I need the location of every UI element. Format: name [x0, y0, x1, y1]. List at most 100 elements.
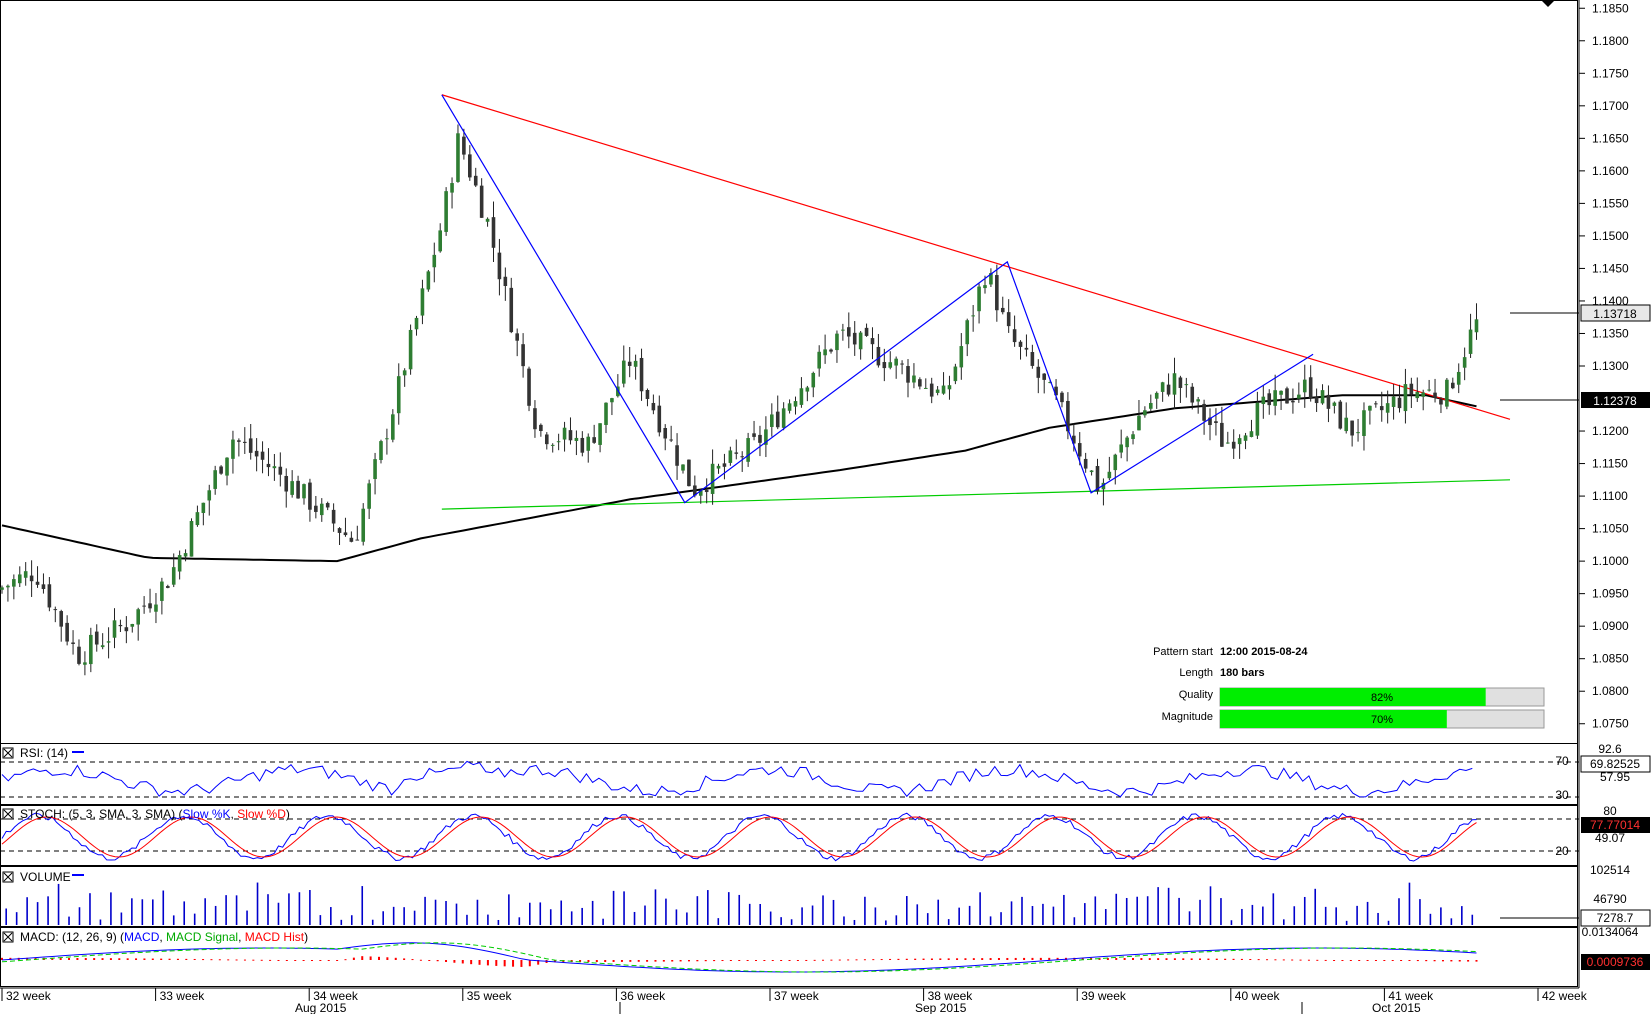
macd-hist-bar — [68, 957, 71, 960]
candle-body — [1095, 466, 1100, 492]
macd-hist-bar — [319, 960, 322, 961]
candle-body — [817, 351, 821, 369]
candle-body — [71, 642, 75, 645]
macd-hist-bar — [763, 960, 766, 961]
volume-bar — [591, 900, 594, 925]
candle-body — [456, 133, 460, 182]
macd-hist-bar — [646, 960, 649, 962]
price-axis: 1.1850 1.1800 1.1750 1.1700 1.1650 1.1600 1.15… — [1579, 1, 1629, 731]
magnitude-label: Magnitude — [1162, 711, 1213, 723]
price-tick-label: 1.1000 — [1592, 554, 1629, 568]
volume-bar — [1324, 906, 1327, 925]
candle-body — [740, 456, 745, 458]
volume-bar — [769, 911, 772, 925]
volume-bar — [382, 911, 384, 925]
ma-price-label: 1.12378 — [1593, 394, 1637, 408]
macd-hist-bar — [1374, 960, 1377, 961]
candle-body — [823, 349, 827, 356]
candle-body — [35, 581, 40, 585]
volume-bar — [1283, 919, 1285, 925]
macd-hist-bar — [838, 959, 841, 961]
macd-hist-bar — [411, 959, 414, 961]
week-label: 40 week — [1235, 989, 1281, 1003]
volume-bar — [570, 911, 573, 925]
candle-body — [207, 490, 212, 501]
candle-body — [580, 437, 585, 453]
macd-hist-bar — [1458, 960, 1461, 962]
week-label: 33 week — [160, 989, 206, 1003]
macd-hist-bar — [989, 958, 992, 960]
volume-bar — [1408, 882, 1411, 925]
candle-body — [1160, 382, 1165, 392]
macd-hist-bar — [956, 958, 959, 960]
candle-body — [598, 423, 602, 445]
volume-bar — [1063, 894, 1065, 925]
stoch-title-suffix: ) — [286, 807, 290, 821]
candle-body — [302, 484, 306, 499]
macd-hist-bar — [210, 959, 213, 961]
macd-hist-bar — [1358, 960, 1361, 961]
pattern-length-label: Length — [1179, 667, 1213, 679]
last-price-box — [1580, 304, 1651, 322]
macd-hist-bar — [520, 960, 523, 967]
macd-hist-bar — [671, 960, 674, 962]
macd-hist-bar — [579, 960, 582, 963]
candle-body — [971, 315, 975, 317]
volume-bar — [654, 889, 657, 925]
candle-body — [539, 424, 543, 432]
candle-body — [835, 333, 839, 351]
macd-hist-bar — [1014, 957, 1017, 960]
macd-hist-bar — [93, 958, 96, 960]
macd-hist-bar — [378, 956, 380, 960]
candle-body — [1368, 405, 1372, 411]
candle-body — [876, 346, 881, 366]
macd-hist-bar — [755, 960, 757, 961]
candle-body — [858, 332, 863, 350]
candle-body — [213, 470, 217, 489]
candle-body — [242, 441, 247, 443]
candle-body — [544, 434, 549, 445]
volume-bar — [1272, 893, 1275, 925]
macd-lines — [1, 942, 1478, 973]
macd-hist-bar — [1148, 958, 1151, 960]
candle-body — [953, 366, 958, 382]
volume-bar — [1345, 920, 1348, 925]
candle-body — [189, 521, 194, 557]
macd-hist-bar — [1291, 959, 1294, 961]
candle-body — [260, 451, 265, 460]
macd-hist-bar — [269, 959, 272, 961]
candle-body — [610, 398, 614, 403]
candle-body — [1350, 420, 1354, 436]
candle-body — [1243, 435, 1248, 441]
macd-hist-bar — [126, 958, 129, 960]
candle-body — [462, 136, 466, 155]
volume-bar — [1021, 896, 1023, 925]
macd-hist-bar — [1341, 960, 1344, 961]
candle-body — [41, 584, 46, 590]
candle-body — [1474, 319, 1479, 333]
candle-body — [947, 385, 952, 390]
candle-body — [574, 437, 579, 441]
macd-hist-bar — [771, 960, 774, 961]
scroll-marker-icon[interactable] — [1541, 0, 1555, 7]
macd-hist-bar — [252, 959, 255, 961]
macd-hist-bar — [1282, 959, 1285, 961]
volume-bar — [204, 898, 206, 925]
volume-bar — [937, 899, 940, 925]
candle-body — [764, 429, 768, 445]
candle-body — [373, 459, 377, 480]
volume-level-mid: 46790 — [1593, 892, 1627, 906]
price-tick-label: 1.1350 — [1592, 326, 1629, 340]
candle-body — [592, 437, 596, 443]
candle-body — [693, 485, 697, 496]
volume-bar — [759, 903, 761, 925]
volume-bar — [1052, 906, 1055, 925]
price-tick-label: 1.1050 — [1592, 522, 1629, 536]
month-label: Aug 2015 — [295, 1001, 347, 1014]
candle-body — [1273, 390, 1277, 406]
volume-bar — [413, 910, 416, 925]
volume-bar — [193, 913, 196, 925]
macd-hist-bar — [260, 959, 263, 961]
macd-hist-bar — [1199, 958, 1202, 960]
stoch-level-80: 80 — [1603, 804, 1617, 818]
